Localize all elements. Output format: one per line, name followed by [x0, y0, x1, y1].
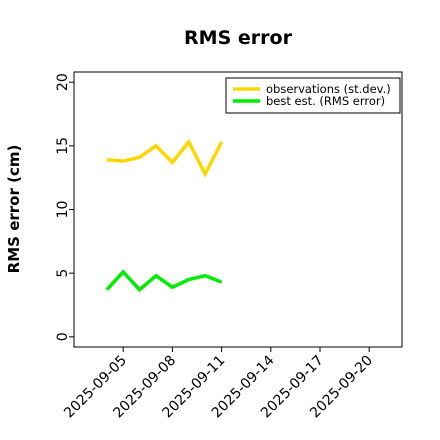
series-layer	[105, 138, 224, 293]
y-tick-label: 10	[55, 201, 71, 219]
legend-label-1: observations (st.dev.)	[266, 82, 391, 96]
legend-box	[225, 77, 401, 114]
y-tick-label: 0	[55, 332, 71, 341]
chart-title: RMS error	[184, 27, 293, 49]
legend: observations (st.dev.)best est. (RMS err…	[225, 77, 401, 114]
y-axis: 0 5 10 15 20	[55, 73, 74, 341]
series-line-1	[106, 138, 224, 178]
y-tick-label: 20	[55, 73, 71, 91]
y-axis-label: RMS error (cm)	[5, 145, 23, 274]
legend-items: observations (st.dev.)best est. (RMS err…	[233, 82, 391, 108]
y-tick-label: 5	[55, 269, 71, 278]
y-tick-label: 15	[55, 137, 71, 155]
series-line-2	[105, 269, 223, 293]
x-axis: 2025-09-052025-09-082025-09-112025-09-14…	[61, 347, 376, 421]
legend-label-2: best est. (RMS error)	[266, 94, 385, 108]
